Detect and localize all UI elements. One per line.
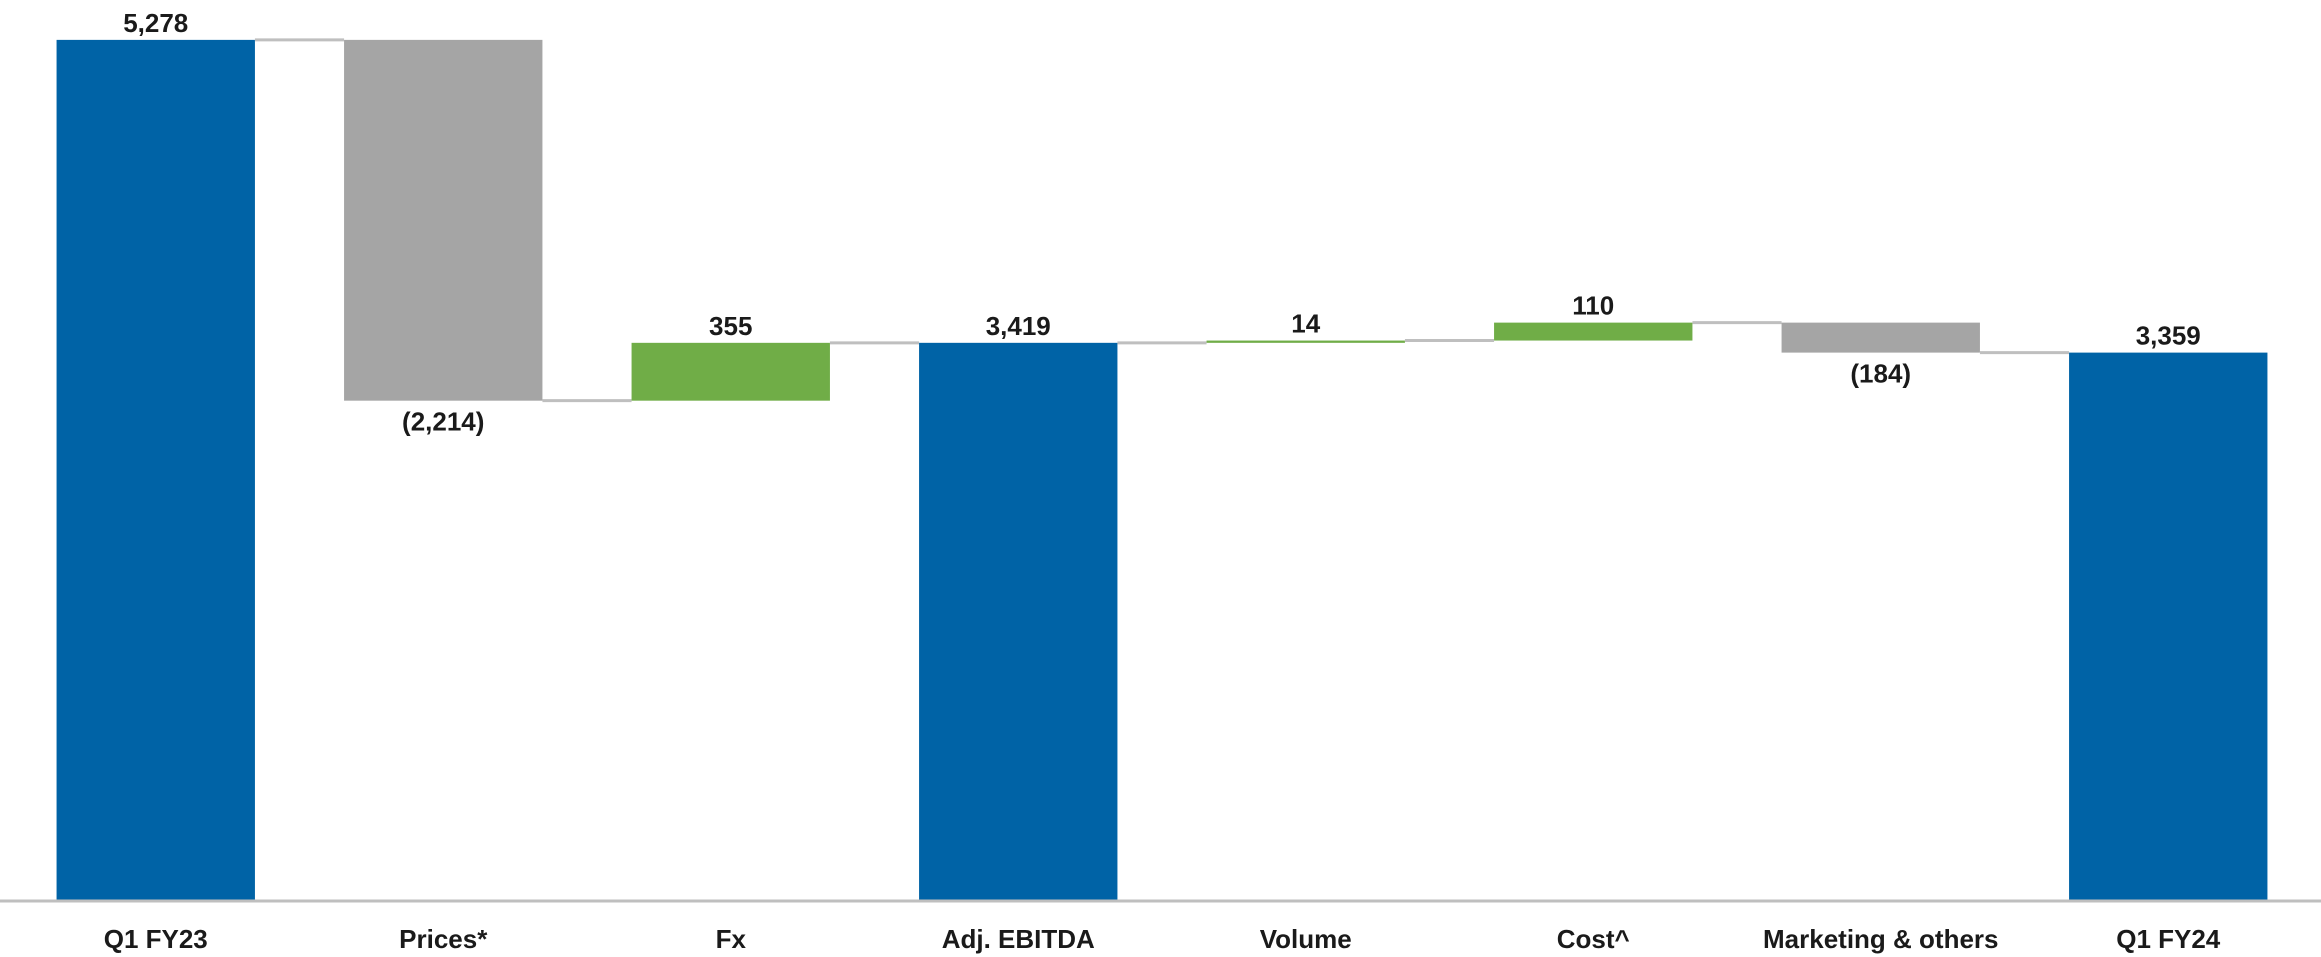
x-tick-label: Adj. EBITDA (942, 924, 1095, 954)
bar (344, 39, 543, 401)
x-tick-label: Q1 FY24 (2116, 924, 2221, 954)
x-tick-label: Marketing & others (1763, 924, 1999, 954)
bar (919, 342, 1118, 901)
value-label: (2,214) (402, 407, 484, 437)
value-label: 14 (1291, 309, 1320, 339)
bar (1781, 322, 1980, 353)
bar (1206, 340, 1405, 343)
value-label: 3,359 (2136, 321, 2201, 351)
x-tick-label: Q1 FY23 (104, 924, 208, 954)
bar (2069, 352, 2268, 900)
x-tick-label: Volume (1260, 924, 1352, 954)
bar (631, 342, 830, 401)
value-label: 5,278 (123, 8, 188, 38)
value-label: (184) (1850, 359, 1911, 389)
value-label: 3,419 (986, 311, 1051, 341)
value-label: 355 (709, 311, 752, 341)
x-tick-label: Prices* (399, 924, 488, 954)
bar (1494, 322, 1693, 341)
bar (56, 39, 255, 901)
value-label: 110 (1572, 291, 1614, 321)
x-tick-label: Cost^ (1557, 924, 1630, 954)
x-tick-label: Fx (716, 924, 747, 954)
